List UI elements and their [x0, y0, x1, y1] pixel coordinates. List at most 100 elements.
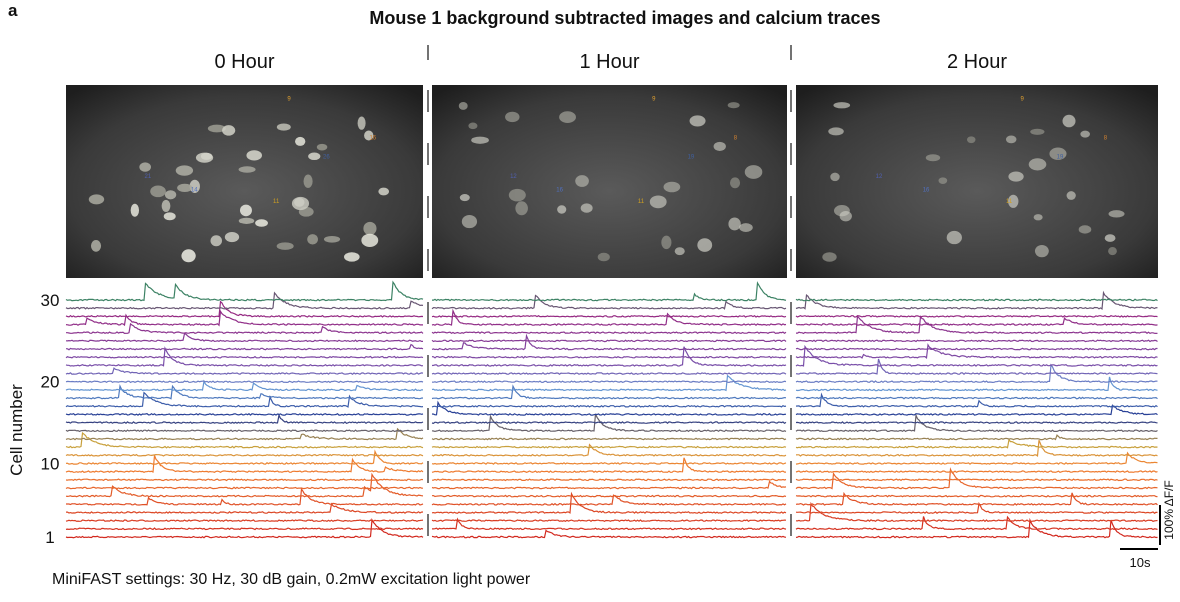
cell-blob: [557, 205, 566, 213]
trace: [796, 397, 1158, 398]
cell-blob: [714, 142, 726, 151]
cell-blob: [468, 122, 477, 129]
trace: [66, 415, 423, 423]
trace: [432, 386, 786, 399]
scale-bar-vertical-label: 100% ΔF/F: [1162, 480, 1176, 539]
roi-label: 11: [273, 199, 280, 205]
trace: [796, 440, 1158, 448]
image: [66, 85, 423, 278]
cell-blob: [1029, 158, 1047, 170]
cell-blob: [559, 111, 576, 123]
cell-blob: [277, 242, 294, 250]
trace: [66, 520, 423, 521]
cell-blob: [739, 223, 753, 232]
cell-blob: [246, 150, 262, 160]
cell-blob: [176, 165, 193, 175]
cell-blob: [675, 247, 685, 255]
trace: [796, 516, 1158, 529]
y-tick-label: 10: [41, 454, 60, 473]
trace: [796, 340, 1158, 341]
roi-label: 26: [323, 155, 330, 161]
cell-blob: [210, 235, 222, 246]
trace: [432, 406, 786, 407]
cell-blob: [1063, 115, 1076, 128]
trace: [66, 430, 423, 431]
roi-label: 16: [923, 187, 930, 193]
cell-blob: [926, 154, 940, 161]
cell-blob: [939, 177, 948, 184]
scale-bar-horizontal-label: 10s: [1130, 555, 1151, 570]
cell-blob: [833, 102, 850, 108]
cell-blob: [239, 218, 255, 224]
cell-blob: [830, 173, 839, 182]
figure: a Mouse 1 background subtracted images a…: [0, 0, 1180, 597]
cell-blob: [947, 231, 962, 244]
trace: [432, 296, 786, 309]
cell-blob: [1109, 210, 1125, 217]
roi-label: 19: [688, 155, 695, 161]
trace: [796, 348, 1158, 349]
trace: [432, 336, 786, 350]
trace: [66, 479, 423, 480]
cell-blob: [515, 201, 528, 215]
cell-blob: [462, 215, 477, 228]
trace: [432, 531, 786, 538]
cell-blob: [745, 165, 763, 179]
image: [796, 85, 1158, 278]
cell-blob: [697, 238, 712, 252]
trace: [796, 493, 1158, 505]
cell-blob: [1034, 214, 1043, 220]
cell-blob: [196, 153, 213, 163]
trace: [432, 357, 786, 358]
cell-blob: [240, 205, 252, 217]
trace: [432, 340, 786, 341]
trace: [796, 495, 1158, 496]
cell-blob: [1067, 191, 1076, 200]
cell-blob: [255, 219, 268, 226]
trace: [432, 332, 786, 333]
cell-blob: [358, 116, 366, 129]
roi-label: 12: [510, 174, 517, 180]
trace: [66, 381, 423, 382]
cell-blob: [664, 182, 681, 193]
figure-title: Mouse 1 background subtracted images and…: [369, 8, 880, 28]
cell-blob: [363, 222, 376, 235]
trace: [796, 359, 1158, 374]
cell-blob: [164, 212, 176, 220]
cell-blob: [292, 197, 309, 210]
cell-blob: [1035, 245, 1049, 257]
trace: [432, 283, 786, 301]
cell-blob: [967, 136, 975, 143]
trace: [66, 357, 423, 358]
cell-blob: [690, 115, 706, 126]
cell-blob: [728, 102, 740, 108]
trace: [66, 414, 423, 415]
cell-blob: [307, 234, 318, 244]
cell-blob: [317, 144, 327, 151]
session-label: 0 Hour: [214, 51, 274, 73]
cell-blob: [225, 232, 239, 242]
cell-blob: [598, 253, 610, 262]
trace: [66, 393, 423, 407]
trace: [796, 435, 1158, 439]
cell-blob: [222, 125, 235, 135]
trace: [66, 528, 423, 529]
cell-blob: [661, 236, 671, 250]
session-label: 1 Hour: [579, 51, 639, 73]
trace: [66, 386, 423, 399]
cell-blob: [728, 218, 740, 231]
trace: [66, 368, 423, 374]
trace: [432, 376, 786, 391]
trace: [66, 433, 423, 448]
trace: [432, 422, 786, 423]
trace: [432, 520, 786, 521]
trace: [432, 446, 786, 447]
cell-blob: [139, 162, 151, 171]
y-tick-label: 1: [45, 528, 54, 547]
trace: [432, 381, 786, 382]
trace: [432, 316, 786, 317]
cell-blob: [460, 194, 470, 201]
cell-blob: [324, 236, 340, 243]
trace: [796, 479, 1158, 480]
trace: [796, 395, 1158, 407]
